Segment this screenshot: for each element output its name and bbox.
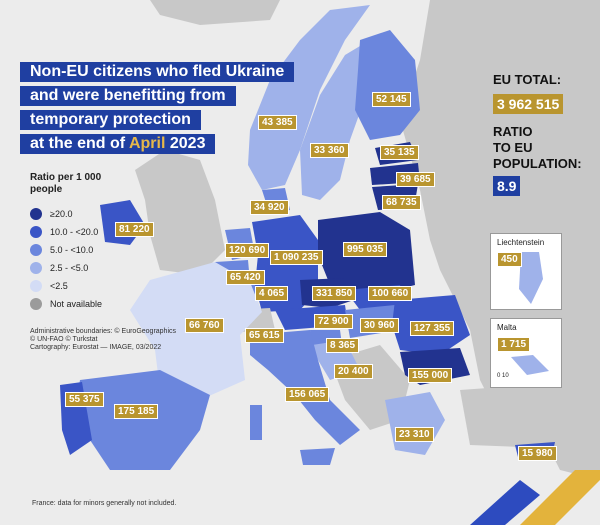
inset-malta-scale: 0 10 <box>497 373 509 379</box>
footer-logo-blue <box>470 480 540 525</box>
legend-item: 5.0 - <10.0 <box>30 244 93 256</box>
legend-title-line-2: people <box>30 184 63 195</box>
label-slovakia: 100 660 <box>368 286 413 301</box>
title-suffix: 2023 <box>165 135 206 152</box>
title-line-3: temporary protection <box>20 110 201 130</box>
label-france: 66 760 <box>185 318 224 333</box>
country-sweden <box>300 40 370 200</box>
legend-item: Not available <box>30 298 102 310</box>
country-finland <box>355 30 420 140</box>
ratio-label-2: TO EU <box>493 140 533 155</box>
credits: Administrative boundaries: © EuroGeograp… <box>30 328 176 352</box>
label-portugal: 55 375 <box>65 392 104 407</box>
footnote: France: data for minors generally not in… <box>32 500 177 507</box>
legend-label: <2.5 <box>50 281 68 291</box>
legend-swatch <box>30 280 42 292</box>
country-norway <box>248 5 370 190</box>
legend-title-line-1: Ratio per 1 000 <box>30 172 102 183</box>
inset-liechtenstein-shape <box>519 252 543 304</box>
credits-line-3: Cartography: Eurostat — IMAGE, 03/2022 <box>30 344 162 351</box>
label-norway: 43 385 <box>258 115 297 130</box>
label-luxembourg: 4 065 <box>255 286 289 301</box>
legend-swatch <box>30 244 42 256</box>
label-bulgaria: 155 000 <box>408 368 453 383</box>
eu-total-label: EU TOTAL: <box>493 72 562 87</box>
country-spain <box>75 370 210 470</box>
label-romania: 127 355 <box>410 321 455 336</box>
label-denmark: 34 920 <box>250 200 289 215</box>
turkey <box>460 380 600 450</box>
label-cyprus: 15 980 <box>518 446 557 461</box>
country-greece <box>385 392 445 455</box>
country-sicily <box>300 448 335 465</box>
label-croatia: 20 400 <box>334 364 373 379</box>
legend-title: Ratio per 1 000 people <box>30 172 101 196</box>
legend-item: ≥20.0 <box>30 208 72 220</box>
credits-line-1: Administrative boundaries: © EuroGeograp… <box>30 328 177 335</box>
uk-land <box>135 150 225 275</box>
legend-swatch <box>30 226 42 238</box>
ratio-value: 8.9 <box>493 176 521 196</box>
legend-item: <2.5 <box>30 280 68 292</box>
label-greece: 23 310 <box>395 427 434 442</box>
label-slovenia: 8 365 <box>326 338 360 353</box>
ratio-label-3: POPULATION: <box>493 156 582 171</box>
inset-malta-shape <box>511 355 549 375</box>
label-ireland: 81 220 <box>115 222 154 237</box>
label-poland: 995 035 <box>343 242 388 257</box>
label-estonia: 35 135 <box>380 145 419 160</box>
eu-total-value: 3 962 515 <box>493 94 564 114</box>
label-sweden: 33 360 <box>310 143 349 158</box>
label-netherlands: 120 690 <box>225 243 270 258</box>
legend-label: 5.0 - <10.0 <box>50 245 94 255</box>
legend-swatch <box>30 298 42 310</box>
label-hungary: 30 960 <box>360 318 399 333</box>
label-italy: 156 065 <box>285 387 330 402</box>
title-line-1: Non-EU citizens who fled Ukraine <box>20 62 295 82</box>
legend-swatch <box>30 208 42 220</box>
legend-label: 10.0 - <20.0 <box>50 227 99 237</box>
label-lithuania: 68 735 <box>382 195 421 210</box>
legend-label: 2.5 - <5.0 <box>50 263 89 273</box>
title-line-4: at the end of April 2023 <box>20 134 216 154</box>
label-latvia: 39 685 <box>396 172 435 187</box>
inset-malta: Malta 1 715 0 10 <box>490 318 562 388</box>
inset-liechtenstein: Liechtenstein 450 <box>490 233 562 310</box>
label-austria: 72 900 <box>314 314 353 329</box>
legend-label: Not available <box>50 299 103 309</box>
ratio-label-1: RATIO <box>493 124 533 139</box>
label-czechia: 331 850 <box>312 286 357 301</box>
title-highlight-month: April <box>128 135 166 152</box>
legend-swatch <box>30 262 42 274</box>
label-spain: 175 185 <box>114 404 159 419</box>
label-finland: 52 145 <box>372 92 411 107</box>
footer-logo-gold <box>520 470 600 525</box>
inset-liechtenstein-value: 450 <box>497 252 522 267</box>
title-line-2: and were benefitting from <box>20 86 236 106</box>
legend-label: ≥20.0 <box>50 209 73 219</box>
legend-item: 2.5 - <5.0 <box>30 262 88 274</box>
credits-line-2: © UN-FAO © Turkstat <box>30 336 98 343</box>
iceland-north <box>150 0 280 25</box>
inset-malta-value: 1 715 <box>497 337 531 352</box>
label-belgium: 65 420 <box>226 270 265 285</box>
legend-item: 10.0 - <20.0 <box>30 226 98 238</box>
inset-malta-title: Malta <box>497 323 517 332</box>
title-prefix: at the end of <box>30 135 129 152</box>
label-germany: 1 090 235 <box>270 250 323 265</box>
country-sardinia <box>250 405 262 440</box>
inset-liechtenstein-title: Liechtenstein <box>497 238 545 247</box>
label-switzerland: 65 615 <box>245 328 284 343</box>
